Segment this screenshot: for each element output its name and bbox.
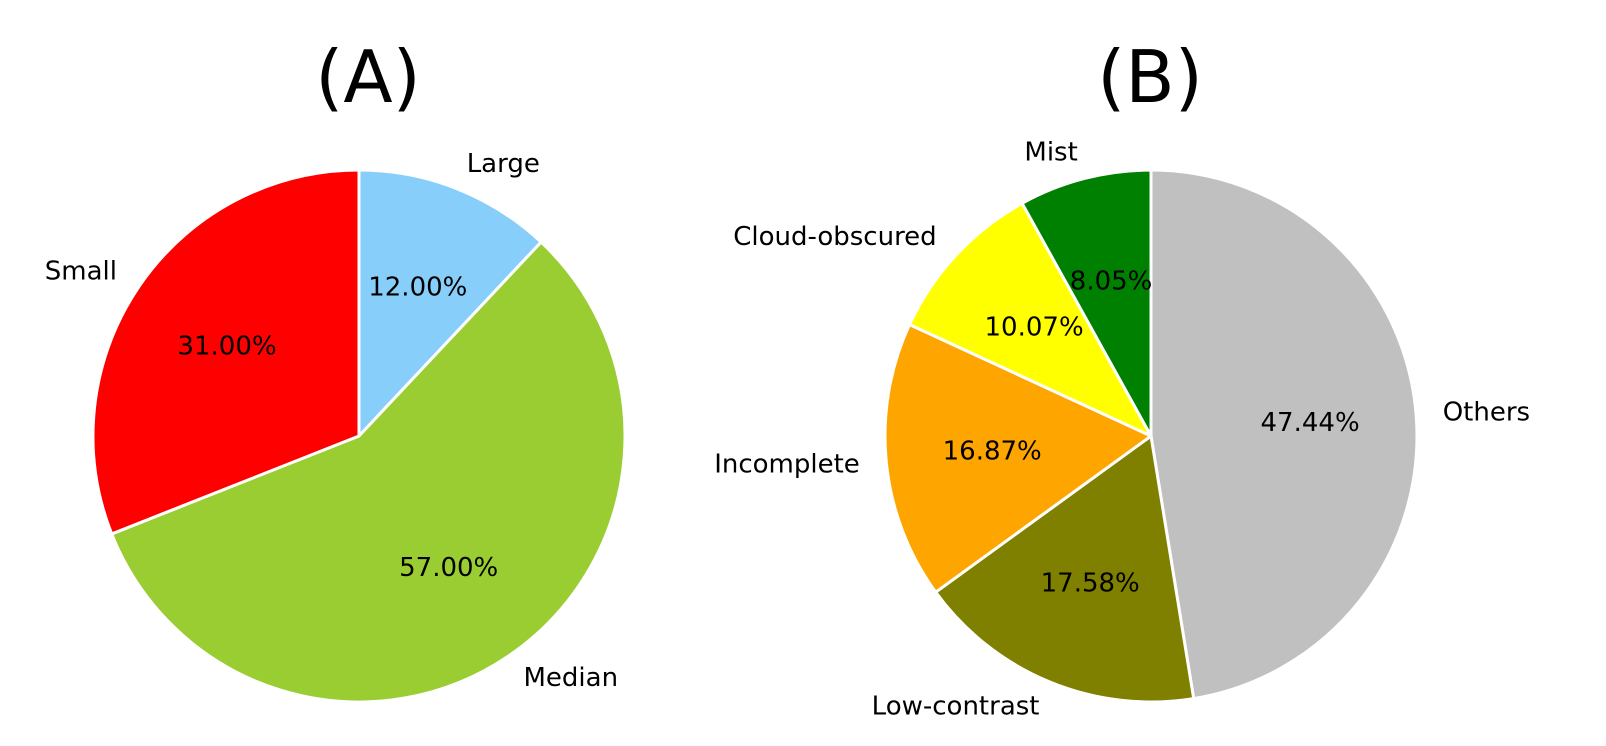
labels-a: 12.00% Large 57.00% Median 31.00% Small [45,149,618,693]
labels-b: 47.44% Others 17.58% Low-contrast 16.87% Inco… [714,138,1530,722]
chart-title-b: (B) [1097,35,1203,119]
slices-a [91,168,627,704]
pct-label-incomplete: 16.87% [943,437,1042,467]
pct-label-mist: 8.05% [1070,267,1153,297]
slice-label-cloud-obscured: Cloud-obscured [733,222,936,252]
pie-slice-incomplete [883,323,1153,594]
pie-slice-others [1149,168,1419,701]
pie-slice-large [357,168,543,438]
slice-label-mist: Mist [1024,138,1077,168]
pie-chart-a: (A) 12.00% Large 57.00% Median 31.00% Small [45,35,627,704]
pie-chart-b: (B) 47.44% Others 17.58% Low-contrast 16.87%… [714,35,1530,722]
slice-label-low-contrast: Low-contrast [872,692,1040,722]
pct-label-cloud-obscured: 10.07% [985,312,1084,342]
pct-label-small: 31.00% [177,331,276,361]
pie-slice-mist [1020,168,1153,438]
slice-label-small: Small [45,257,117,287]
slice-label-incomplete: Incomplete [714,450,860,480]
slices-b [883,168,1419,704]
slice-label-others: Others [1443,397,1530,427]
pie-slice-small [91,168,361,536]
pct-label-large: 12.00% [368,273,467,303]
slice-label-large: Large [467,149,540,179]
pie-slice-median [110,240,627,704]
pct-label-median: 57.00% [399,553,498,583]
pie-slice-low-contrast [934,434,1196,704]
pct-label-others: 47.44% [1261,408,1360,438]
pie-slice-cloud-obscured [907,201,1153,438]
slice-label-median: Median [524,663,619,693]
pct-label-low-contrast: 17.58% [1041,569,1140,599]
chart-title-a: (A) [315,35,420,119]
